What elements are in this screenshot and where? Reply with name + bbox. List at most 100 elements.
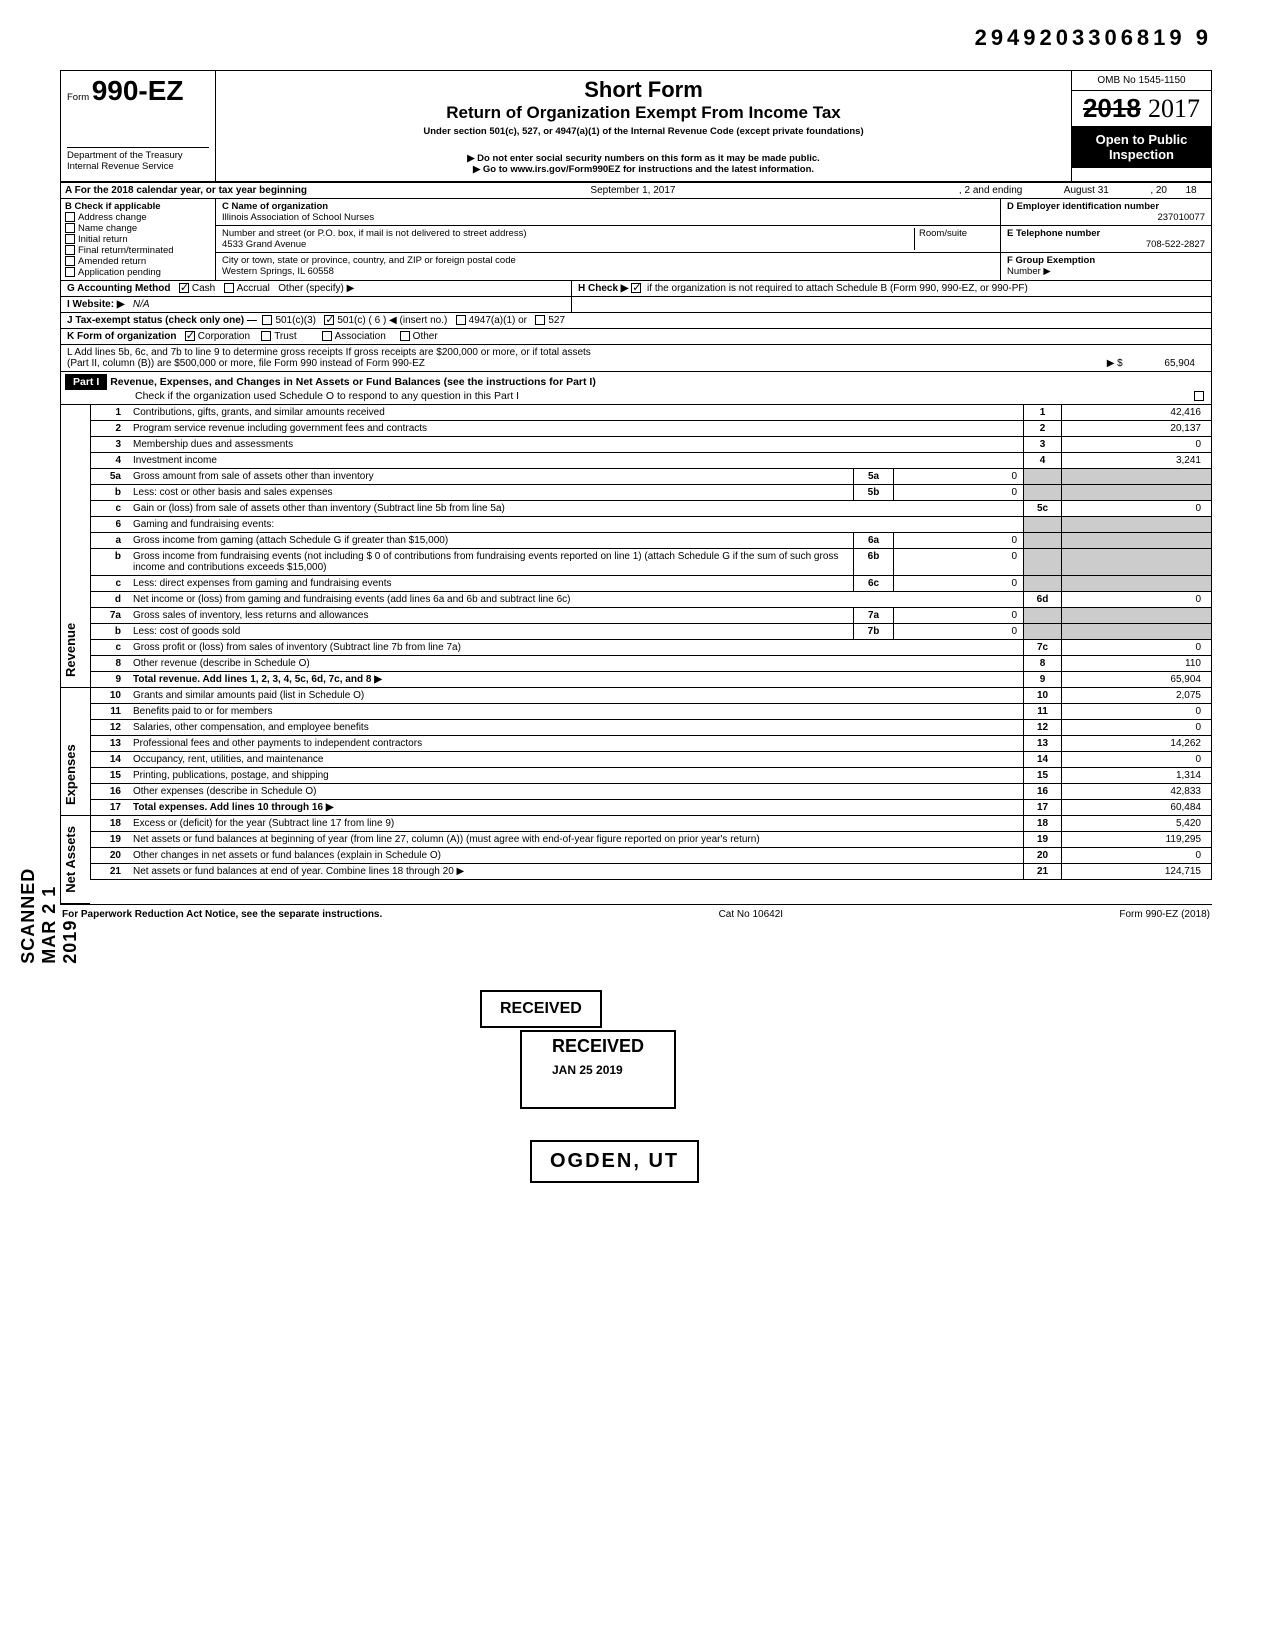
l17-val: 60,484: [1061, 800, 1211, 815]
b-item-0: Address change: [78, 212, 147, 223]
handwritten-year: 2017: [1148, 94, 1200, 123]
j-cnum: 6: [375, 315, 381, 326]
part1-label: Part I: [65, 374, 107, 390]
warn-ssn: ▶ Do not enter social security numbers o…: [224, 153, 1063, 164]
chk-pending[interactable]: [65, 267, 75, 277]
l14-desc: Occupancy, rent, utilities, and maintena…: [129, 752, 1023, 767]
l19-val: 119,295: [1061, 832, 1211, 847]
l-text1: L Add lines 5b, 6c, and 7b to line 9 to …: [67, 347, 1205, 358]
l5b-val: 0: [893, 485, 1023, 500]
org-name: Illinois Association of School Nurses: [222, 212, 994, 223]
l16-desc: Other expenses (describe in Schedule O): [129, 784, 1023, 799]
g-label: G Accounting Method: [67, 283, 171, 294]
l13-val: 14,262: [1061, 736, 1211, 751]
j-c3: 501(c)(3): [275, 315, 316, 326]
open-public-2: Inspection: [1076, 147, 1207, 162]
i-label: I Website: ▶: [67, 299, 125, 310]
l3-val: 0: [1061, 437, 1211, 452]
footer-right: Form 990-EZ (2018): [1119, 909, 1210, 920]
chk-other[interactable]: [400, 331, 410, 341]
chk-assoc[interactable]: [322, 331, 332, 341]
open-public-1: Open to Public: [1076, 132, 1207, 147]
l6-desc: Gaming and fundraising events:: [129, 517, 1023, 532]
section-revenue: Revenue: [61, 405, 80, 687]
room-label: Room/suite: [914, 228, 994, 250]
l16-val: 42,833: [1061, 784, 1211, 799]
l-arrow: ▶ $: [1107, 358, 1123, 369]
b-label: B Check if applicable: [65, 201, 211, 212]
chk-initial[interactable]: [65, 234, 75, 244]
d-label: D Employer identification number: [1007, 201, 1205, 212]
k-label: K Form of organization: [67, 331, 176, 342]
chk-address-change[interactable]: [65, 212, 75, 222]
g-accrual: Accrual: [237, 283, 270, 294]
dept-label: Department of the Treasury Internal Reve…: [67, 147, 209, 172]
l5c-desc: Gain or (loss) from sale of assets other…: [129, 501, 1023, 516]
l1-val: 42,416: [1061, 405, 1211, 420]
c-street-label: Number and street (or P.O. box, if mail …: [222, 228, 914, 239]
l7a-val: 0: [893, 608, 1023, 623]
l5b-desc: Less: cost or other basis and sales expe…: [129, 485, 853, 500]
l20-desc: Other changes in net assets or fund bala…: [129, 848, 1023, 863]
j-label: J Tax-exempt status (check only one) —: [67, 315, 257, 326]
b-item-3: Final return/terminated: [78, 245, 174, 256]
l7c-desc: Gross profit or (loss) from sales of inv…: [129, 640, 1023, 655]
chk-schedo[interactable]: [1194, 391, 1204, 401]
h-label: H Check ▶: [578, 283, 628, 294]
f-label: F Group Exemption: [1007, 255, 1205, 266]
tax-end: August 31: [1026, 183, 1146, 198]
part1-title: Revenue, Expenses, and Changes in Net As…: [110, 376, 596, 388]
l6d-desc: Net income or (loss) from gaming and fun…: [129, 592, 1023, 607]
chk-schedule-b[interactable]: [631, 283, 641, 293]
chk-final[interactable]: [65, 245, 75, 255]
received-stamp-2: RECEIVED JAN 25 2019: [520, 1030, 676, 1109]
section-expenses: Expenses: [61, 688, 80, 815]
l17-desc: Total expenses. Add lines 10 through 16: [133, 802, 323, 813]
street: 4533 Grand Avenue: [222, 239, 914, 250]
ein: 237010077: [1007, 212, 1205, 223]
chk-amended[interactable]: [65, 256, 75, 266]
l8-val: 110: [1061, 656, 1211, 671]
ending-label: , 2 and ending: [955, 183, 1026, 198]
chk-4947[interactable]: [456, 315, 466, 325]
k-other: Other: [413, 331, 438, 342]
l19-desc: Net assets or fund balances at beginning…: [129, 832, 1023, 847]
l5c-val: 0: [1061, 501, 1211, 516]
form-label: Form: [67, 92, 89, 103]
chk-527[interactable]: [535, 315, 545, 325]
l13-desc: Professional fees and other payments to …: [129, 736, 1023, 751]
chk-501c3[interactable]: [262, 315, 272, 325]
b-item-5: Application pending: [78, 267, 161, 278]
form-number: 990-EZ: [92, 75, 184, 106]
l-text2: (Part II, column (B)) are $500,000 or mo…: [67, 358, 425, 369]
f-label2: Number ▶: [1007, 266, 1205, 277]
form-subtitle: Return of Organization Exempt From Incom…: [224, 103, 1063, 123]
footer-left: For Paperwork Reduction Act Notice, see …: [62, 909, 382, 920]
l9-val: 65,904: [1061, 672, 1211, 687]
form-header: Form 990-EZ Department of the Treasury I…: [60, 70, 1212, 183]
l2-val: 20,137: [1061, 421, 1211, 436]
chk-trust[interactable]: [261, 331, 271, 341]
row-a-label: A For the 2018 calendar year, or tax yea…: [61, 183, 311, 198]
j-cend: ) ◀ (insert no.): [383, 315, 447, 326]
chk-cash[interactable]: [179, 283, 189, 293]
l9-desc: Total revenue. Add lines 1, 2, 3, 4, 5c,…: [133, 674, 371, 685]
section-netassets: Net Assets: [61, 816, 80, 903]
chk-corp[interactable]: [185, 331, 195, 341]
chk-name-change[interactable]: [65, 223, 75, 233]
b-item-2: Initial return: [78, 234, 128, 245]
l6b-val: 0: [893, 549, 1023, 575]
chk-501c[interactable]: [324, 315, 334, 325]
end-year: 18: [1171, 183, 1211, 198]
under-section: Under section 501(c), 527, or 4947(a)(1)…: [224, 126, 1063, 137]
tax-begin: September 1, 2017: [311, 183, 955, 198]
l6c-desc: Less: direct expenses from gaming and fu…: [129, 576, 853, 591]
j-527: 527: [548, 315, 565, 326]
l6d-val: 0: [1061, 592, 1211, 607]
omb-number: OMB No 1545-1150: [1072, 71, 1211, 91]
received-text-2: RECEIVED: [552, 1036, 644, 1057]
l6c-val: 0: [893, 576, 1023, 591]
l-value: 65,904: [1164, 358, 1195, 369]
chk-accrual[interactable]: [224, 283, 234, 293]
l21-desc: Net assets or fund balances at end of ye…: [133, 866, 454, 877]
